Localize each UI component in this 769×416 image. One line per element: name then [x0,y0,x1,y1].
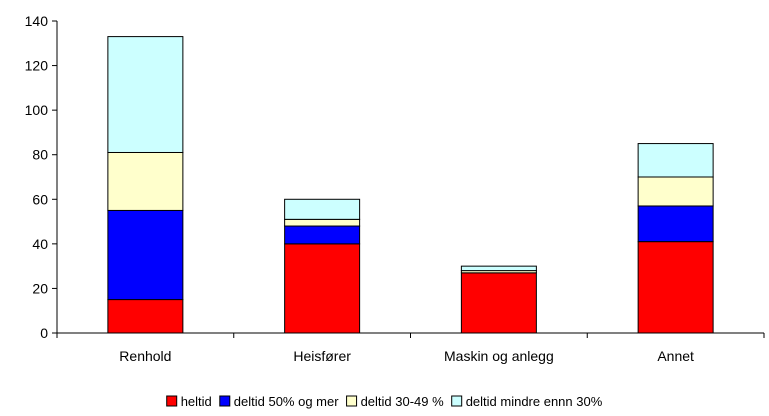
legend: heltid deltid 50% og mer deltid 30-49 % del… [166,394,603,409]
legend-swatch [166,395,178,407]
legend-item: deltid mindre ennn 30% [451,394,603,409]
y-tick-label: 140 [25,13,49,29]
bar-segment [460,265,537,272]
bar-segment [107,209,184,301]
y-tick-label: 120 [25,58,49,74]
y-tick-label: 20 [32,280,48,296]
x-tick-label: Maskin og anlegg [444,348,554,364]
bar-segment [637,143,714,178]
bar-segment [460,272,537,334]
legend-label: deltid mindre ennn 30% [466,394,603,409]
y-tick-label: 0 [40,325,48,341]
bar-segment [284,243,361,334]
bar-segment [284,198,361,220]
bar-segment [284,218,361,227]
y-axis: 0 20 40 60 80 100 120 140 [25,13,58,341]
bar-segment [107,151,184,211]
legend-swatch [451,395,463,407]
legend-label: deltid 50% og mer [234,394,339,409]
legend-item: deltid 50% og mer [219,394,339,409]
bars [107,36,714,334]
bar-segment [637,241,714,334]
x-tick-label: Annet [657,348,694,364]
x-tick-label: Renhold [119,348,171,364]
legend-swatch [219,395,231,407]
legend-item: deltid 30-49 % [346,394,445,409]
x-axis: Renhold Heisfører Maskin og anlegg Annet [56,332,765,364]
y-tick-label: 100 [25,102,49,118]
y-tick-label: 60 [32,191,48,207]
bar-segment [284,225,361,245]
legend-swatch [346,395,358,407]
bar-segment [107,36,184,153]
bar-segment [637,205,714,243]
x-tick-label: Heisfører [293,348,351,364]
legend-label: heltid [181,394,212,409]
legend-item: heltid [166,394,212,409]
bar-segment [107,299,184,334]
y-tick-label: 40 [32,236,48,252]
legend-label: deltid 30-49 % [361,394,445,409]
bar-segment [637,176,714,207]
y-tick-label: 80 [32,147,48,163]
